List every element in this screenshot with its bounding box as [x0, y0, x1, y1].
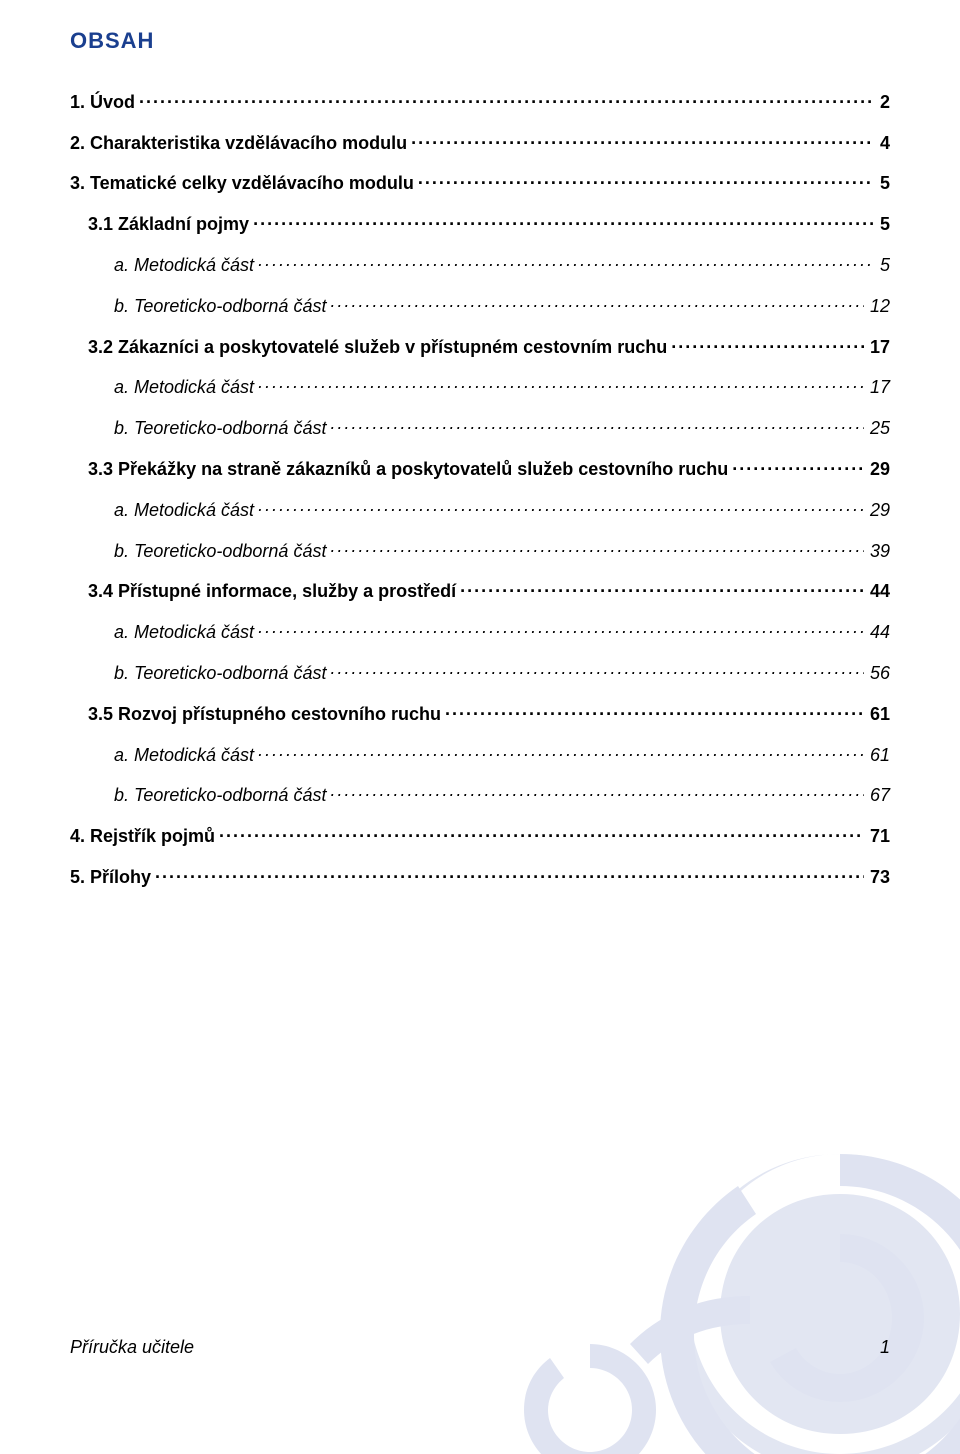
toc-page-number: 61 — [864, 704, 890, 725]
toc-leader-dots — [330, 537, 864, 557]
decorative-swirl — [480, 1034, 960, 1454]
toc-label: 5. Přílohy — [70, 867, 155, 888]
toc-leader-dots — [258, 741, 864, 761]
toc-label: 1. Úvod — [70, 92, 139, 113]
toc-row: b. Teoreticko-odborná část 12 — [70, 292, 890, 317]
toc-page-number: 4 — [874, 133, 890, 154]
toc-leader-dots — [253, 210, 874, 230]
toc-row: b. Teoreticko-odborná část 67 — [70, 782, 890, 807]
toc-label: b. Teoreticko-odborná část — [114, 418, 330, 439]
toc-label: 3.2 Zákazníci a poskytovatelé služeb v p… — [88, 337, 671, 358]
toc-leader-dots — [330, 292, 864, 312]
toc-page-number: 5 — [874, 214, 890, 235]
toc-leader-dots — [258, 374, 864, 394]
toc-row: a. Metodická část 5 — [70, 251, 890, 276]
toc-row: a. Metodická část 61 — [70, 741, 890, 766]
footer-page-number: 1 — [880, 1337, 890, 1358]
toc-label: 3. Tematické celky vzdělávacího modulu — [70, 173, 418, 194]
toc-page-number: 5 — [874, 255, 890, 276]
table-of-contents: 1. Úvod 2 2. Charakteristika vzdělávacího … — [70, 88, 890, 888]
page-footer: Příručka učitele 1 — [70, 1337, 890, 1358]
toc-row: a. Metodická část 44 — [70, 618, 890, 643]
toc-row: b. Teoreticko-odborná část 56 — [70, 659, 890, 684]
toc-row: a. Metodická část 29 — [70, 496, 890, 521]
toc-leader-dots — [732, 455, 864, 475]
toc-row: 3. Tematické celky vzdělávacího modulu 5 — [70, 170, 890, 195]
toc-leader-dots — [671, 333, 864, 353]
toc-label: a. Metodická část — [114, 377, 258, 398]
document-page: OBSAH 1. Úvod 2 2. Charakteristika vzděláv… — [0, 0, 960, 1394]
toc-label: b. Teoreticko-odborná část — [114, 296, 330, 317]
toc-label: a. Metodická část — [114, 255, 258, 276]
footer-left: Příručka učitele — [70, 1337, 194, 1358]
toc-row: 1. Úvod 2 — [70, 88, 890, 113]
toc-leader-dots — [258, 496, 864, 516]
toc-leader-dots — [139, 88, 874, 108]
toc-leader-dots — [330, 782, 864, 802]
toc-label: 2. Charakteristika vzdělávacího modulu — [70, 133, 411, 154]
toc-label: 3.3 Překážky na straně zákazníků a posky… — [88, 459, 732, 480]
toc-label: a. Metodická část — [114, 500, 258, 521]
toc-page-number: 73 — [864, 867, 890, 888]
toc-label: a. Metodická část — [114, 745, 258, 766]
toc-page-number: 5 — [874, 173, 890, 194]
toc-row: a. Metodická část 17 — [70, 374, 890, 399]
toc-leader-dots — [330, 414, 864, 434]
toc-leader-dots — [258, 251, 874, 271]
toc-leader-dots — [155, 863, 864, 883]
toc-label: b. Teoreticko-odborná část — [114, 663, 330, 684]
toc-row: b. Teoreticko-odborná část 39 — [70, 537, 890, 562]
toc-page-number: 71 — [864, 826, 890, 847]
toc-leader-dots — [445, 700, 864, 720]
toc-row: 4. Rejstřík pojmů 71 — [70, 822, 890, 847]
toc-label: 3.4 Přístupné informace, služby a prostř… — [88, 581, 460, 602]
toc-label: b. Teoreticko-odborná část — [114, 785, 330, 806]
toc-leader-dots — [258, 618, 864, 638]
toc-leader-dots — [330, 659, 864, 679]
toc-page-number: 56 — [864, 663, 890, 684]
page-title: OBSAH — [70, 28, 890, 54]
toc-page-number: 17 — [864, 337, 890, 358]
toc-row: 3.2 Zákazníci a poskytovatelé služeb v p… — [70, 333, 890, 358]
toc-page-number: 44 — [864, 581, 890, 602]
toc-page-number: 25 — [864, 418, 890, 439]
toc-label: a. Metodická část — [114, 622, 258, 643]
toc-row: 3.5 Rozvoj přístupného cestovního ruchu 6… — [70, 700, 890, 725]
toc-row: 2. Charakteristika vzdělávacího modulu 4 — [70, 129, 890, 154]
toc-leader-dots — [460, 578, 864, 598]
toc-page-number: 61 — [864, 745, 890, 766]
toc-label: 3.5 Rozvoj přístupného cestovního ruchu — [88, 704, 445, 725]
toc-leader-dots — [418, 170, 874, 190]
toc-row: 3.1 Základní pojmy 5 — [70, 210, 890, 235]
toc-leader-dots — [411, 129, 874, 149]
toc-row: b. Teoreticko-odborná část 25 — [70, 414, 890, 439]
toc-page-number: 12 — [864, 296, 890, 317]
toc-label: 4. Rejstřík pojmů — [70, 826, 219, 847]
toc-page-number: 29 — [864, 500, 890, 521]
toc-page-number: 67 — [864, 785, 890, 806]
toc-row: 3.4 Přístupné informace, služby a prostř… — [70, 578, 890, 603]
toc-label: 3.1 Základní pojmy — [88, 214, 253, 235]
toc-page-number: 29 — [864, 459, 890, 480]
toc-page-number: 2 — [874, 92, 890, 113]
toc-page-number: 39 — [864, 541, 890, 562]
toc-page-number: 44 — [864, 622, 890, 643]
toc-row: 3.3 Překážky na straně zákazníků a posky… — [70, 455, 890, 480]
toc-leader-dots — [219, 822, 864, 842]
toc-row: 5. Přílohy 73 — [70, 863, 890, 888]
toc-label: b. Teoreticko-odborná část — [114, 541, 330, 562]
toc-page-number: 17 — [864, 377, 890, 398]
